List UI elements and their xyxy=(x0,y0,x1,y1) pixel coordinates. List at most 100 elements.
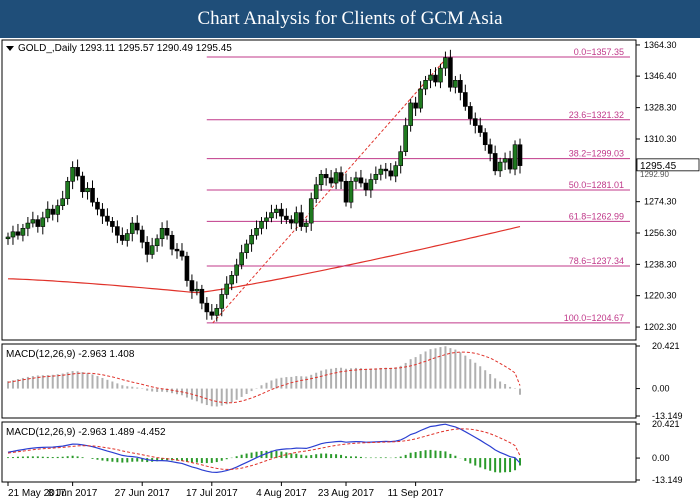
candle-body xyxy=(458,80,463,93)
candle-body xyxy=(383,168,389,172)
candle-body xyxy=(174,248,180,252)
x-tick-label: 8 Jun 2017 xyxy=(48,488,98,499)
candle-body xyxy=(333,172,339,184)
candle-body xyxy=(244,243,249,253)
candle-body xyxy=(453,80,458,88)
candle-body xyxy=(95,201,100,210)
candle-body xyxy=(110,221,115,227)
candle-body xyxy=(463,92,468,107)
candle-body xyxy=(472,118,478,126)
candle-body xyxy=(204,302,210,313)
candle-body xyxy=(423,80,428,90)
candle-body xyxy=(323,174,329,179)
candle-body xyxy=(497,161,503,172)
candle-body xyxy=(418,88,423,109)
candle-body xyxy=(199,288,205,304)
candle-body xyxy=(115,226,120,236)
candle-body xyxy=(75,167,80,177)
candle-body xyxy=(15,231,21,236)
candle-body xyxy=(35,219,41,227)
candle-body xyxy=(298,212,304,227)
candle-body xyxy=(343,180,349,203)
collapse-triangle-icon[interactable] xyxy=(6,46,14,51)
macd-main-line xyxy=(7,423,521,474)
candle-body xyxy=(353,177,359,182)
candle-body xyxy=(264,217,269,222)
candle-body xyxy=(134,222,140,231)
macd-signal-line xyxy=(7,351,521,404)
x-tick-label: 17 Jul 2017 xyxy=(186,488,238,499)
candle-body xyxy=(492,153,498,172)
candle-body xyxy=(179,250,185,257)
candle-body xyxy=(428,74,433,81)
trendline-layer xyxy=(212,56,448,324)
candle-body xyxy=(144,241,150,255)
price-panel-header: GOLD_,Daily 1293.11 1295.57 1290.49 1295… xyxy=(6,43,232,54)
candle-body xyxy=(70,167,75,182)
price-y-tick-label: 1364.30 xyxy=(644,40,677,50)
candle-body xyxy=(373,174,379,180)
candle-body xyxy=(90,187,95,203)
candle-body xyxy=(328,177,334,184)
candle-body xyxy=(224,283,230,295)
candle-body xyxy=(194,288,200,292)
candle-body xyxy=(378,168,384,175)
candle-body xyxy=(318,174,324,186)
candle-body xyxy=(438,67,443,83)
candle-body xyxy=(30,219,36,224)
candle-body xyxy=(363,182,369,191)
fib-trendline xyxy=(212,56,448,324)
candle-body xyxy=(85,187,90,193)
candle-body xyxy=(80,175,85,193)
fib-level-label: 100.0=1204.67 xyxy=(564,313,624,323)
candle-body xyxy=(433,74,438,83)
candle-body xyxy=(313,184,319,200)
candle-body xyxy=(139,229,145,243)
candle-body xyxy=(105,215,110,222)
candle-body xyxy=(368,179,374,191)
price-y-tick-label: 1220.30 xyxy=(644,291,677,301)
candle-body xyxy=(294,212,299,224)
candle-body xyxy=(209,311,215,316)
price-y-axis: 1364.30 1346.40 1328.30 1310.30 1274.30 1256.… xyxy=(636,40,700,332)
candle-body xyxy=(274,208,279,213)
candle-body xyxy=(393,165,399,177)
chart-window[interactable]: 0.0=1357.35 23.6=1321.32 38.2=1299.03 50.0=… xyxy=(0,38,700,500)
x-tick-label: 23 Aug 2017 xyxy=(318,488,375,499)
price-y-tick-label: 1346.40 xyxy=(644,71,677,81)
candle-body xyxy=(507,158,513,170)
fib-level-label: 50.0=1281.01 xyxy=(569,180,624,190)
candle-body xyxy=(164,228,170,236)
candle-body xyxy=(50,208,56,215)
candle-body xyxy=(239,252,244,266)
macd-1-y-tick-label: 0.00 xyxy=(652,384,670,394)
candle-body xyxy=(159,228,165,240)
fib-level-label: 78.6=1237.34 xyxy=(569,256,624,266)
candle-body xyxy=(234,264,239,276)
candle-body xyxy=(60,198,65,206)
macd-panel-2-border xyxy=(1,421,637,483)
price-y-tick-label: 1328.30 xyxy=(644,103,677,113)
macd-2-y-tick-label: -13.149 xyxy=(652,475,683,485)
candle-body xyxy=(512,144,518,170)
macd-1-y-tick-label: -13.149 xyxy=(652,411,683,421)
candle-body xyxy=(55,205,61,215)
candle-body xyxy=(348,180,354,203)
candle-body xyxy=(154,238,160,247)
fib-level-label: 0.0=1357.35 xyxy=(574,47,624,57)
candle-body xyxy=(254,228,259,236)
candle-body xyxy=(502,158,508,163)
candle-body xyxy=(338,172,344,182)
candle-body xyxy=(477,125,483,133)
chart-canvas[interactable]: 0.0=1357.35 23.6=1321.32 38.2=1299.03 50.0=… xyxy=(0,38,700,500)
x-tick-label: 11 Sep 2017 xyxy=(388,488,444,499)
candle-body xyxy=(120,234,125,241)
macd-histogram-panel: 20.421 0.00 -13.149 xyxy=(7,341,683,421)
candle-body xyxy=(189,280,195,292)
candle-body xyxy=(517,144,523,166)
candle-body xyxy=(408,102,413,126)
candle-body xyxy=(259,221,264,229)
candle-body xyxy=(184,255,190,281)
candle-body xyxy=(129,222,135,234)
